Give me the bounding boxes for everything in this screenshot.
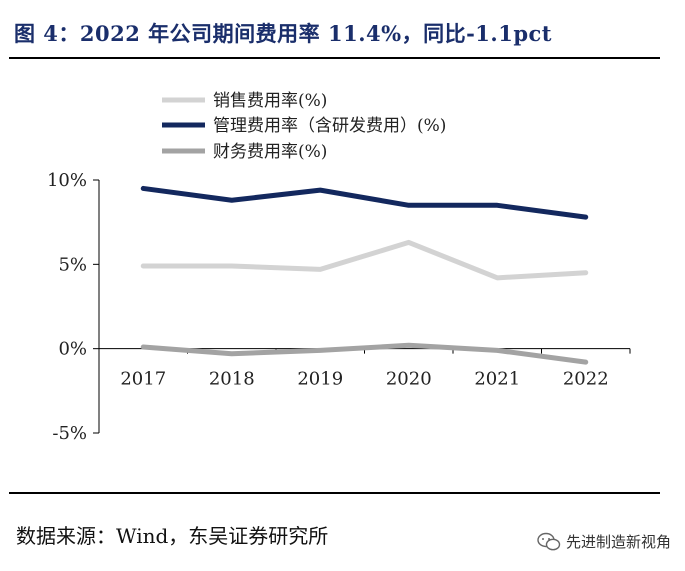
x-tick-label: 2018 — [209, 369, 255, 390]
series-line-1 — [140, 239, 589, 281]
watermark-label: 先进制造新视角 — [565, 533, 671, 551]
legend-label-2: 管理费用率（含研发费用）(%) — [213, 116, 446, 136]
line-chart: 10% 5% 0% -5% 2017 2018 2019 2020 2021 2022 销售费用率(… — [47, 91, 631, 444]
legend-label-1: 销售费用率(%) — [213, 91, 327, 111]
y-tick-label: -5% — [52, 423, 87, 444]
source-note: 数据来源：Wind，东吴证券研究所 — [16, 524, 329, 548]
series-line-3 — [140, 342, 589, 365]
series-line-2 — [140, 185, 589, 220]
x-tick-label: 2022 — [563, 369, 609, 390]
x-tick-label: 2020 — [386, 369, 432, 390]
top-divider — [9, 57, 660, 59]
x-tick-label: 2019 — [297, 369, 343, 390]
figure-title: 图 4：2022 年公司期间费用率 11.4%，同比-1.1pct — [14, 21, 553, 46]
legend-label-3: 财务费用率(%) — [213, 142, 327, 162]
x-tick-label: 2017 — [120, 369, 166, 390]
watermark: 先进制造新视角 — [537, 531, 671, 552]
y-tick-label: 10% — [47, 170, 87, 191]
bottom-divider — [9, 492, 660, 494]
y-tick-label: 5% — [58, 254, 87, 275]
y-tick-label: 0% — [58, 339, 87, 360]
wechat-icon — [537, 532, 561, 550]
x-tick-label: 2021 — [474, 369, 520, 390]
